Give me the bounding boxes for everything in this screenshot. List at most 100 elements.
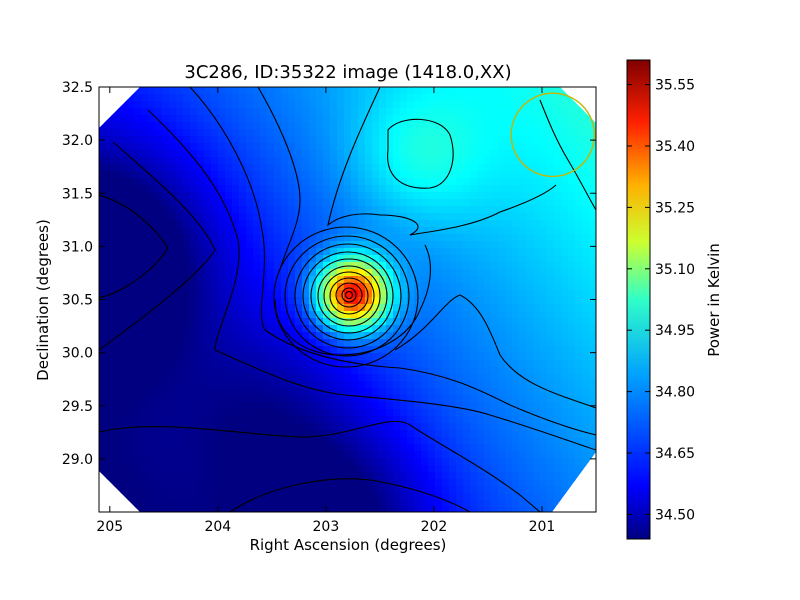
heatmap-cell (148, 164, 156, 172)
heatmap-cell (484, 367, 492, 375)
heatmap-cell (421, 297, 429, 305)
heatmap-cell (197, 353, 205, 361)
heatmap-cell (323, 143, 331, 151)
heatmap-cell (204, 423, 212, 431)
heatmap-cell (169, 430, 177, 438)
heatmap-cell (386, 255, 394, 263)
heatmap-cell (225, 276, 233, 284)
heatmap-cell (547, 129, 555, 137)
heatmap-cell (568, 248, 576, 256)
heatmap-cell (470, 199, 478, 207)
heatmap-cell (442, 234, 450, 242)
heatmap-cell (358, 206, 366, 214)
heatmap-cell (169, 318, 177, 326)
heatmap-cell (155, 500, 163, 508)
heatmap-cell (281, 283, 289, 291)
heatmap-cell (162, 199, 170, 207)
heatmap-cell (281, 101, 289, 109)
heatmap-cell (449, 381, 457, 389)
heatmap-cell (211, 479, 219, 487)
heatmap-cell (519, 255, 527, 263)
heatmap-cell (190, 262, 198, 270)
heatmap-cell (197, 423, 205, 431)
heatmap-cell (295, 409, 303, 417)
heatmap-cell (141, 255, 149, 263)
heatmap-cell (484, 311, 492, 319)
heatmap-cell (491, 136, 499, 144)
heatmap-cell (316, 213, 324, 221)
heatmap-cell (575, 220, 583, 228)
heatmap-cell (162, 192, 170, 200)
heatmap-cell (281, 143, 289, 151)
heatmap-cell (316, 297, 324, 305)
heatmap-cell (554, 94, 562, 102)
heatmap-cell (526, 332, 534, 340)
heatmap-cell (141, 143, 149, 151)
heatmap-cell (470, 150, 478, 158)
heatmap-cell (484, 206, 492, 214)
heatmap-cell (386, 290, 394, 298)
heatmap-cell (190, 122, 198, 130)
heatmap-cell (183, 164, 191, 172)
heatmap-cell (225, 360, 233, 368)
heatmap-cell (491, 227, 499, 235)
heatmap-cell (162, 164, 170, 172)
heatmap-cell (512, 339, 520, 347)
heatmap-cell (239, 325, 247, 333)
heatmap-cell (568, 479, 576, 487)
heatmap-cell (372, 297, 380, 305)
heatmap-cell (148, 87, 156, 95)
heatmap-cell (253, 339, 261, 347)
heatmap-cell (498, 479, 506, 487)
heatmap-cell (127, 381, 135, 389)
y-tick-label: 32.0 (62, 133, 93, 149)
heatmap-cell (582, 479, 590, 487)
contour-line (409, 184, 557, 236)
heatmap-cell (533, 458, 541, 466)
heatmap-cell (295, 290, 303, 298)
heatmap-cell (519, 325, 527, 333)
heatmap-cell (498, 255, 506, 263)
heatmap-cell (99, 108, 107, 116)
heatmap-cell (183, 458, 191, 466)
heatmap-cell (358, 444, 366, 452)
heatmap-cell (155, 101, 163, 109)
heatmap-cell (148, 346, 156, 354)
heatmap-cell (393, 87, 401, 95)
heatmap-cell (267, 136, 275, 144)
heatmap-cell (386, 150, 394, 158)
heatmap-cell (491, 213, 499, 221)
heatmap-cell (183, 241, 191, 249)
heatmap-cell (358, 458, 366, 466)
heatmap-cell (414, 136, 422, 144)
heatmap-cell (358, 339, 366, 347)
heatmap-cell (344, 283, 352, 291)
heatmap-cell (316, 451, 324, 459)
heatmap-cell (491, 451, 499, 459)
heatmap-cell (505, 374, 513, 382)
heatmap-cell (365, 150, 373, 158)
heatmap-cell (113, 374, 121, 382)
heatmap-cell (344, 276, 352, 284)
heatmap-cell (379, 143, 387, 151)
heatmap-cell (127, 402, 135, 410)
heatmap-cell (246, 248, 254, 256)
heatmap-cell (309, 122, 317, 130)
heatmap-cell (113, 346, 121, 354)
heatmap-cell (477, 220, 485, 228)
heatmap-cell (582, 87, 590, 95)
heatmap-cell (127, 423, 135, 431)
heatmap-cell (463, 451, 471, 459)
heatmap-cell (491, 94, 499, 102)
heatmap-cell (155, 241, 163, 249)
heatmap-cell (547, 416, 555, 424)
heatmap-cell (470, 409, 478, 417)
heatmap-cell (274, 220, 282, 228)
heatmap-cell (134, 192, 142, 200)
heatmap-cell (540, 192, 548, 200)
heatmap-cell (407, 185, 415, 193)
heatmap-cell (253, 213, 261, 221)
heatmap-cell (99, 353, 107, 361)
heatmap-cell (239, 206, 247, 214)
heatmap-cell (414, 143, 422, 151)
